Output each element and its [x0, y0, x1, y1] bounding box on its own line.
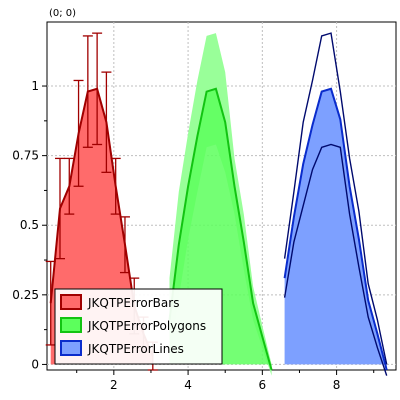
error-line-upper	[283, 32, 388, 365]
legend[interactable]: JKQTPErrorBars JKQTPErrorPolygons JKQTPErr…	[54, 288, 223, 365]
series-line	[283, 87, 388, 371]
axes: 2 4 6 8 0 0.25 0.5 0.75 1	[12, 79, 375, 392]
y-tick-label: 0.75	[12, 149, 39, 163]
y-tick-label: 1	[31, 79, 39, 93]
legend-swatch	[60, 317, 82, 333]
series-line	[168, 87, 273, 371]
y-tick-label: 0	[31, 357, 39, 371]
legend-box	[54, 288, 223, 365]
legend-entry: JKQTPErrorBars	[87, 296, 179, 310]
x-tick-label: 8	[333, 378, 341, 392]
x-tick-label: 6	[259, 378, 267, 392]
y-tick-label: 0.5	[20, 218, 39, 232]
legend-swatch	[60, 340, 82, 356]
error-polygon	[169, 33, 272, 376]
y-tick-label: 0.25	[12, 288, 39, 302]
legend-entry: JKQTPErrorLines	[87, 342, 184, 356]
x-tick-label: 2	[110, 378, 118, 392]
coordinate-readout: (0; 0)	[49, 8, 76, 19]
series-lines	[283, 32, 388, 376]
series-fill-area	[284, 88, 387, 371]
x-tick-label: 4	[184, 378, 192, 392]
legend-swatch	[60, 294, 82, 310]
legend-entry: JKQTPErrorPolygons	[87, 319, 206, 333]
error-line-lower	[283, 143, 388, 376]
plot-frame	[46, 21, 397, 371]
